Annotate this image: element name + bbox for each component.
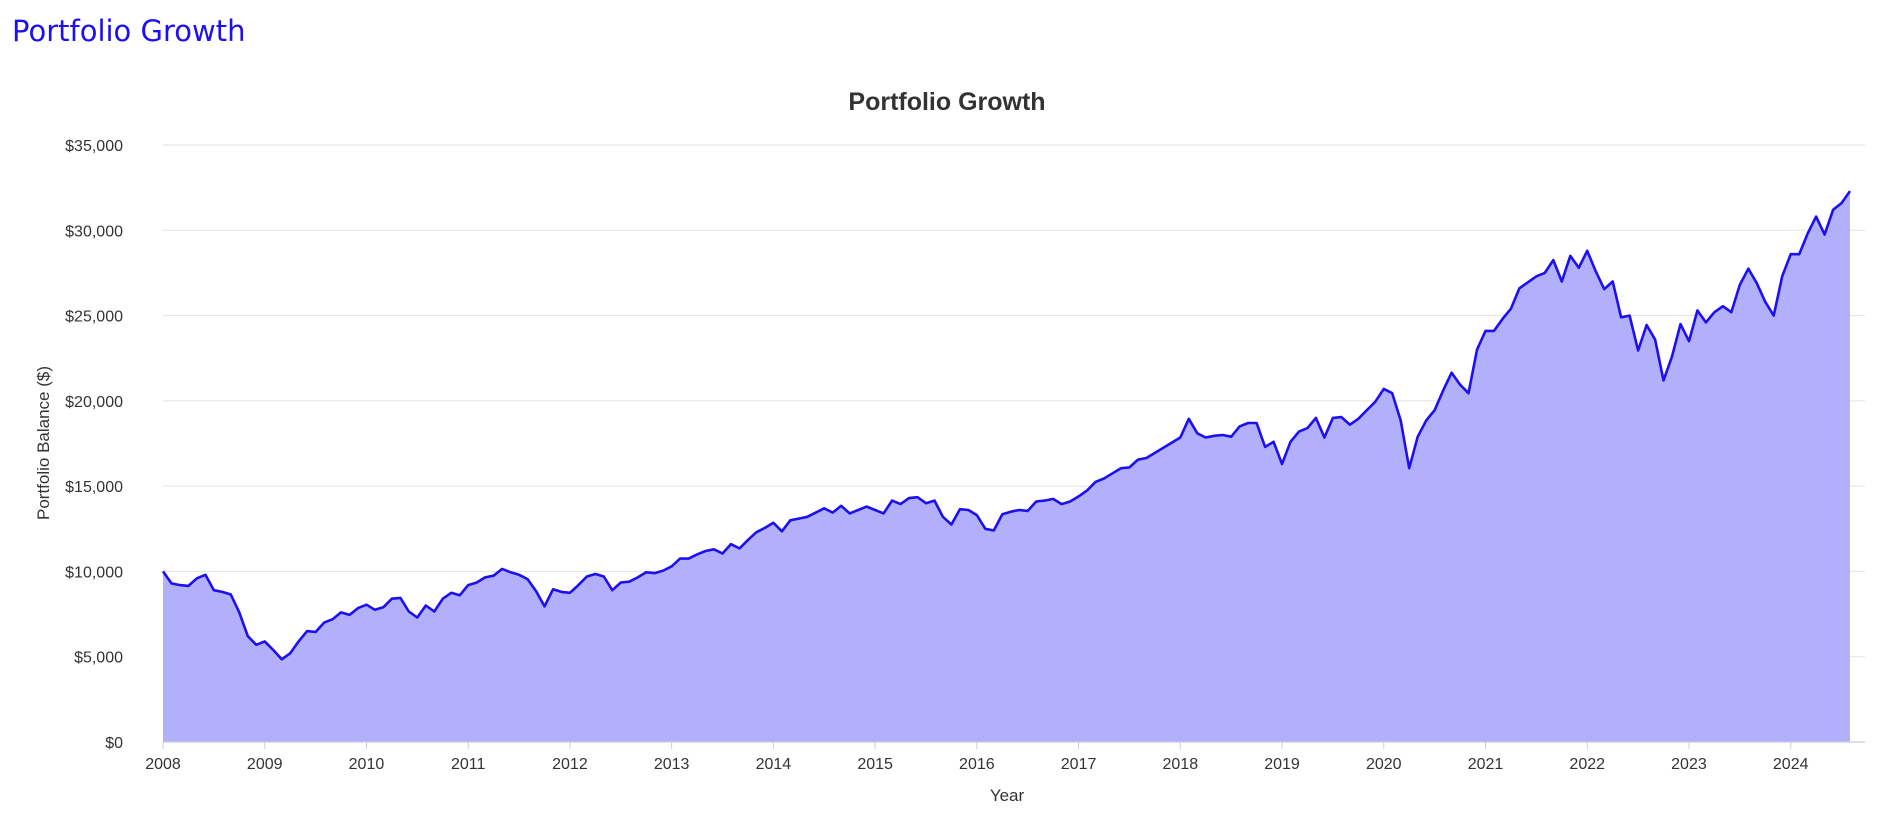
- y-tick-label: $10,000: [65, 564, 123, 581]
- y-tick-label: $35,000: [65, 138, 123, 155]
- x-tick-label: 2012: [552, 756, 588, 773]
- balance-area-fill: [163, 191, 1850, 743]
- axes: $0 $5,000 $10,000 $15,000 $20,000 $25,000 $30,…: [65, 138, 1865, 773]
- y-axis-title: Portfolio Balance ($): [34, 366, 53, 520]
- y-tick-label: $30,000: [65, 223, 123, 240]
- x-tick-label: 2018: [1163, 756, 1199, 773]
- x-tick-label: 2008: [145, 756, 181, 773]
- x-tick-label: 2023: [1671, 756, 1707, 773]
- x-tick-label: 2019: [1264, 756, 1300, 773]
- y-tick-label: $5,000: [74, 650, 123, 667]
- x-tick-label: 2021: [1468, 756, 1504, 773]
- x-tick-label: 2022: [1569, 756, 1605, 773]
- x-tick-label: 2014: [756, 756, 792, 773]
- page-heading: Portfolio Growth: [12, 14, 246, 48]
- y-tick-label: $25,000: [65, 309, 123, 326]
- chart-title: Portfolio Growth: [848, 88, 1045, 116]
- x-tick-label: 2020: [1366, 756, 1402, 773]
- x-tick-label: 2016: [959, 756, 995, 773]
- x-axis-title: Year: [990, 786, 1025, 805]
- y-tick-label: $15,000: [65, 479, 123, 496]
- y-tick-label: $0: [105, 735, 123, 752]
- y-tick-label: $20,000: [65, 394, 123, 411]
- x-tick-label: 2010: [349, 756, 385, 773]
- x-tick-label: 2013: [654, 756, 690, 773]
- x-tick-label: 2024: [1773, 756, 1809, 773]
- x-tick-label: 2009: [247, 756, 283, 773]
- x-tick-label: 2015: [857, 756, 893, 773]
- plot-area: [161, 190, 1852, 743]
- x-tick-label: 2011: [451, 756, 486, 773]
- x-tick-label: 2017: [1061, 756, 1097, 773]
- balance-line: [161, 190, 1852, 661]
